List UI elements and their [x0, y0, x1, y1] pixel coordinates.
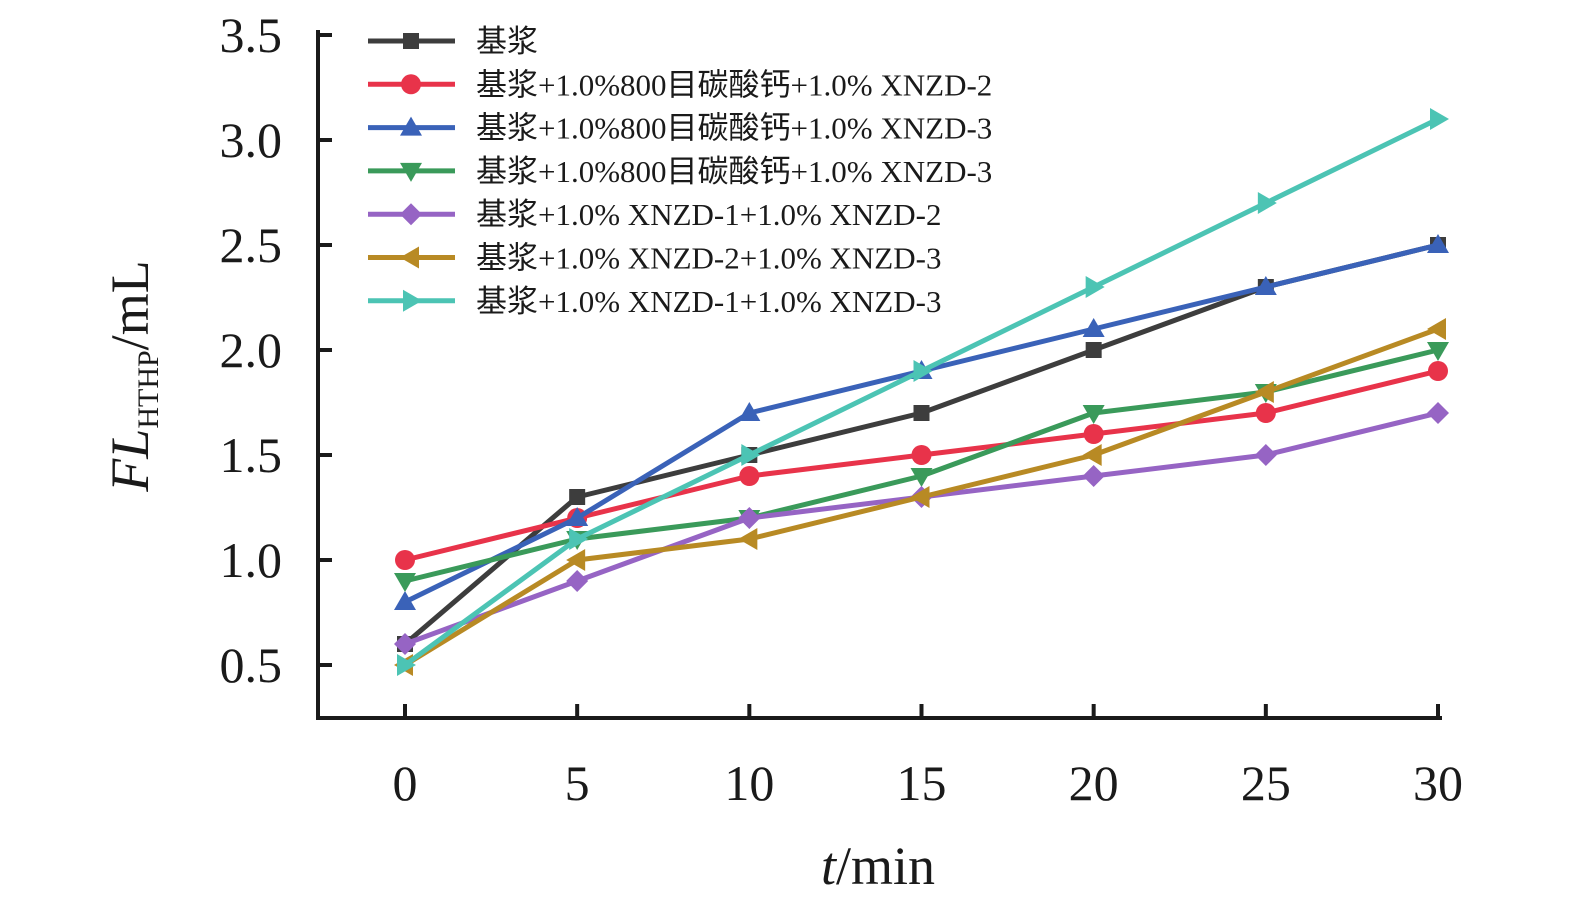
data-point	[1427, 318, 1446, 340]
legend-label: 基浆+1.0%800目碳酸钙+1.0% XNZD-3	[476, 111, 992, 146]
data-point	[566, 549, 586, 571]
legend-label: 基浆+1.0%800目碳酸钙+1.0% XNZD-2	[476, 67, 992, 102]
x-tick-label: 10	[724, 755, 774, 811]
x-axis-title-italic: t	[821, 836, 838, 896]
series-7	[397, 108, 1449, 676]
data-point	[1083, 424, 1104, 444]
legend-entry-1: 基浆	[368, 24, 538, 59]
series-line	[404, 368, 1439, 563]
data-point	[910, 486, 930, 508]
x-axis-title-rest: /min	[836, 836, 935, 896]
data-point	[738, 507, 761, 529]
x-tick-label: 25	[1241, 755, 1291, 811]
y-axis-title-italic: FL	[100, 429, 160, 493]
data-point	[394, 633, 416, 655]
data-point	[1430, 108, 1449, 130]
data-point	[397, 654, 416, 676]
data-point	[1082, 444, 1102, 466]
legend-label: 基浆+1.0% XNZD-2+1.0% XNZD-3	[476, 241, 941, 276]
data-point	[1428, 361, 1448, 381]
data-point	[1082, 318, 1105, 337]
data-point	[394, 591, 416, 610]
legend-label: 基浆+1.0% XNZD-1+1.0% XNZD-2	[476, 197, 941, 232]
legend-swatch-marker	[403, 289, 422, 312]
data-point	[566, 507, 589, 526]
legend-swatch-marker	[400, 116, 422, 136]
data-point	[1427, 234, 1449, 253]
data-point	[1085, 276, 1105, 298]
legend-entry-3: 基浆+1.0%800目碳酸钙+1.0% XNZD-3	[368, 111, 992, 146]
series-layer	[394, 108, 1449, 676]
data-point	[1257, 192, 1277, 214]
legend-entry-7: 基浆+1.0% XNZD-1+1.0% XNZD-3	[368, 284, 941, 319]
y-tick-label: 1.0	[220, 532, 283, 588]
legend-label: 基浆+1.0% XNZD-1+1.0% XNZD-3	[476, 284, 941, 319]
data-point	[1427, 402, 1449, 424]
legend-entry-5: 基浆+1.0% XNZD-1+1.0% XNZD-2	[368, 197, 941, 232]
legend-swatch-marker	[401, 74, 421, 95]
data-point	[739, 466, 760, 486]
data-point	[1427, 342, 1449, 361]
series-2	[395, 361, 1448, 570]
data-point	[1254, 381, 1274, 403]
data-point	[913, 405, 930, 421]
y-tick-label: 0.5	[220, 637, 283, 693]
series-6	[394, 318, 1446, 676]
data-point	[1085, 342, 1102, 358]
legend-swatch-marker	[400, 203, 422, 226]
data-point	[569, 528, 589, 550]
y-axis-title: FLHTHP/mL	[100, 260, 165, 492]
legend-swatch-marker	[400, 246, 419, 269]
data-point	[395, 550, 415, 570]
y-axis-title-sub: HTHP	[132, 350, 165, 428]
data-point	[394, 573, 416, 592]
legend-entry-6: 基浆+1.0% XNZD-2+1.0% XNZD-3	[368, 241, 941, 276]
legend-swatch-marker	[400, 162, 422, 182]
data-point	[738, 402, 761, 421]
data-point	[1254, 444, 1277, 466]
data-point	[566, 570, 589, 592]
x-tick-label: 5	[565, 755, 590, 811]
data-point	[1254, 276, 1277, 295]
y-tick-label: 3.0	[220, 112, 283, 168]
x-tick-label: 30	[1413, 755, 1463, 811]
data-point	[741, 444, 761, 466]
y-tick-label: 3.5	[220, 7, 283, 63]
data-point	[569, 489, 586, 505]
data-point	[738, 528, 758, 550]
data-point	[1082, 405, 1105, 424]
axes: 0.5 1.0 1.5 2.0 2.5 3.0 3.5 0 5 10 15 20 25 30	[220, 7, 1464, 811]
x-tick-label: 15	[897, 755, 947, 811]
legend-entry-2: 基浆+1.0%800目碳酸钙+1.0% XNZD-2	[368, 67, 992, 102]
data-point	[910, 468, 933, 487]
legend-label: 基浆+1.0%800目碳酸钙+1.0% XNZD-3	[476, 154, 992, 189]
data-point	[911, 445, 932, 465]
x-axis-title: t/min	[821, 836, 935, 896]
y-axis-title-rest: /mL	[100, 260, 160, 350]
y-tick-label: 2.5	[220, 217, 283, 273]
legend-entry-4: 基浆+1.0%800目碳酸钙+1.0% XNZD-3	[368, 154, 992, 189]
data-point	[913, 360, 933, 382]
y-tick-label: 1.5	[220, 427, 283, 483]
legend-label: 基浆	[476, 24, 538, 59]
data-point	[1082, 465, 1105, 487]
x-tick-label: 0	[393, 755, 418, 811]
legend-swatch-marker	[403, 33, 419, 49]
data-point	[1255, 403, 1276, 423]
x-tick-label: 20	[1069, 755, 1119, 811]
y-tick-label: 2.0	[220, 322, 283, 378]
